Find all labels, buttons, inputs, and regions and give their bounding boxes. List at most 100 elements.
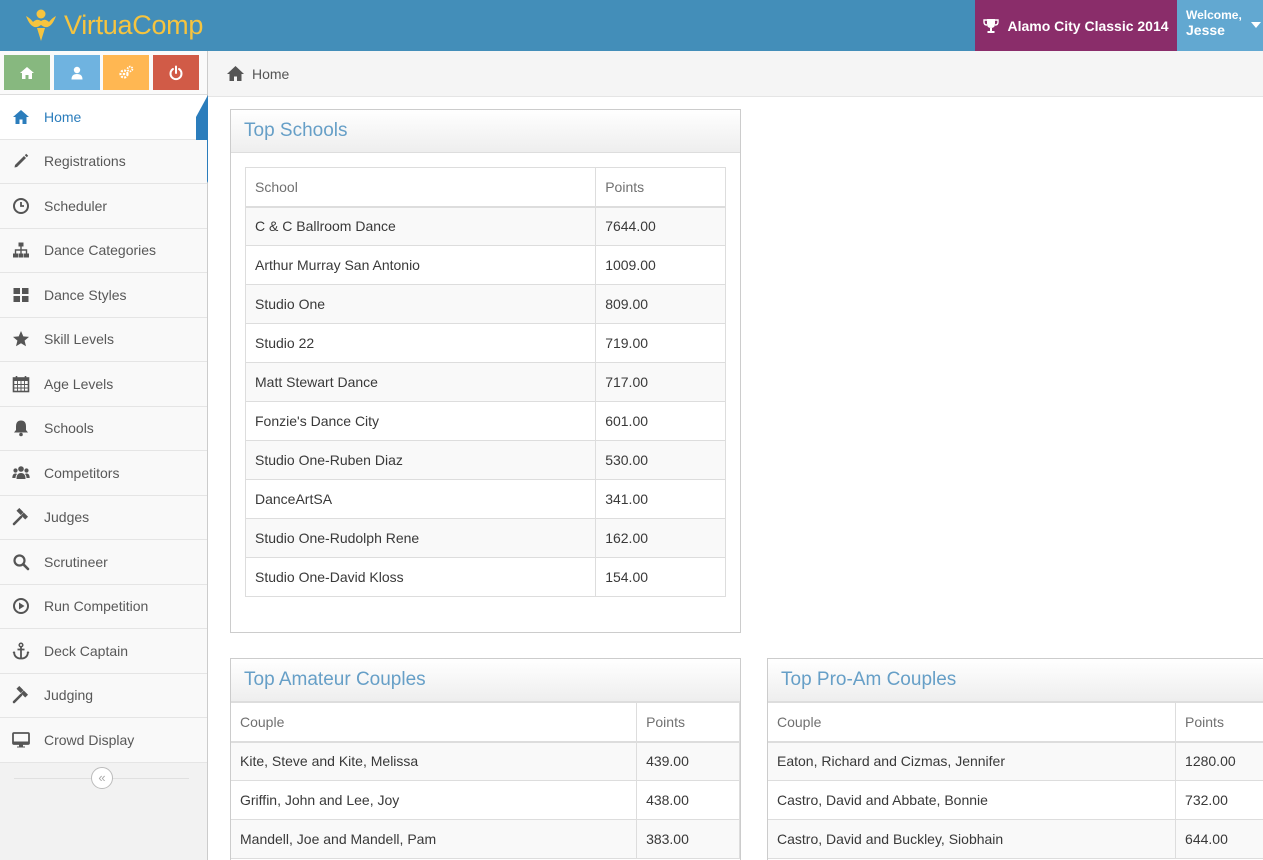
table-header-row: School Points: [244, 167, 726, 208]
school-cell: Matt Stewart Dance: [244, 362, 597, 402]
couple-cell: Mandell, Joe and Mandell, Pam: [231, 819, 638, 859]
collapse-sidebar-button[interactable]: «: [91, 766, 113, 789]
sidebar-collapse: «: [0, 763, 207, 795]
points-cell: 717.00: [595, 362, 726, 402]
sidebar-item-age-levels[interactable]: Age Levels: [0, 362, 207, 407]
table-row: C & C Ballroom Dance 7644.00: [244, 206, 726, 246]
sidebar-item-label: Crowd Display: [44, 731, 135, 748]
breadcrumb-home-link[interactable]: Home: [252, 65, 290, 82]
school-cell: Studio One-Rudolph Rene: [244, 518, 597, 558]
points-cell: 809.00: [595, 284, 726, 324]
sidebar-item-label: Judges: [44, 509, 90, 526]
brand-link[interactable]: VirtuaComp: [22, 8, 203, 42]
table-row: Matt Stewart Dance 717.00: [244, 362, 726, 402]
sidebar-item-label: Competitors: [44, 464, 120, 481]
column-header-school: School: [244, 167, 597, 208]
sidebar-item-dance-categories[interactable]: Dance Categories: [0, 228, 207, 273]
couple-cell: Kite, Steve and Kite, Melissa: [231, 741, 638, 781]
table-row: Studio One 809.00: [244, 284, 726, 324]
sidebar-item-label: Age Levels: [44, 375, 114, 392]
play-circle-icon: [11, 596, 31, 616]
sidebar-item-dance-styles[interactable]: Dance Styles: [0, 273, 207, 318]
table-row: Castro, David and Buckley, Siobhain 644.0…: [768, 819, 1263, 859]
shortcut-user-button[interactable]: [54, 55, 100, 90]
column-header-couple: Couple: [768, 702, 1177, 743]
gavel-icon: [11, 507, 31, 527]
table-row: Mandell, Joe and Mandell, Pam 383.00: [231, 819, 740, 859]
points-cell: 162.00: [595, 518, 726, 558]
shortcut-cogs-button[interactable]: [103, 55, 149, 90]
widget-header: Top Amateur Couples: [231, 659, 740, 702]
column-header-points: Points: [595, 167, 726, 208]
navbar: VirtuaComp Alamo City Classic 2014 Welco…: [0, 0, 1263, 51]
table-row: Griffin, John and Lee, Joy 438.00: [231, 780, 740, 820]
sidebar-item-label: Run Competition: [44, 598, 149, 615]
top-schools-widget: Top Schools School Points C & C Ballroom…: [230, 109, 741, 633]
sidebar-item-label: Judging: [44, 687, 94, 704]
sidebar-item-label: Scheduler: [44, 197, 108, 214]
sitemap-icon: [11, 240, 31, 260]
user-name: Jesse: [1186, 22, 1225, 38]
user-menu[interactable]: Welcome, Jesse: [1177, 0, 1263, 51]
sidebar-item-judges[interactable]: Judges: [0, 495, 207, 540]
sidebar-item-scheduler[interactable]: Scheduler: [0, 184, 207, 229]
points-cell: 719.00: [595, 323, 726, 363]
event-name: Alamo City Classic 2014: [1007, 17, 1169, 34]
table-row: Castro, David and Abbate, Bonnie 732.00: [768, 780, 1263, 820]
anchor-icon: [11, 641, 31, 661]
sidebar-item-label: Deck Captain: [44, 642, 129, 659]
caret-down-icon: [1251, 22, 1261, 28]
points-cell: 644.00: [1175, 819, 1263, 859]
table-row: Studio One-David Kloss 154.00: [244, 557, 726, 597]
sidebar-item-deck-captain[interactable]: Deck Captain: [0, 629, 207, 674]
top-amateur-couples-widget: Top Amateur Couples Couple Points Kite, …: [230, 658, 741, 860]
top-amateur-couples-table: Couple Points Kite, Steve and Kite, Meli…: [231, 702, 740, 859]
top-schools-title: Top Schools: [244, 120, 348, 141]
table-row: Eaton, Richard and Cizmas, Jennifer 1280.…: [768, 741, 1263, 781]
clock-icon: [11, 196, 31, 216]
top-pro-am-couples-title: Top Pro-Am Couples: [781, 669, 957, 690]
couple-cell: Eaton, Richard and Cizmas, Jennifer: [768, 741, 1177, 781]
points-cell: 383.00: [636, 819, 740, 859]
points-cell: 1280.00: [1175, 741, 1263, 781]
points-cell: 732.00: [1175, 780, 1263, 820]
top-pro-am-couples-table: Couple Points Eaton, Richard and Cizmas,…: [768, 702, 1263, 859]
trophy-icon: [983, 18, 1000, 33]
shortcut-home-button[interactable]: [4, 55, 50, 90]
sidebar-item-run-competition[interactable]: Run Competition: [0, 584, 207, 629]
table-row: Studio One-Ruben Diaz 530.00: [244, 440, 726, 480]
welcome-label: Welcome,: [1186, 8, 1242, 22]
sidebar-item-crowd-display[interactable]: Crowd Display: [0, 718, 207, 763]
logo-icon: [26, 9, 56, 41]
column-header-couple: Couple: [231, 702, 638, 743]
sidebar-item-scrutineer[interactable]: Scrutineer: [0, 540, 207, 585]
top-pro-am-couples-widget: Top Pro-Am Couples Couple Points Eaton, …: [767, 658, 1263, 860]
power-icon: [169, 65, 183, 80]
shortcut-power-button[interactable]: [153, 55, 199, 90]
home-icon: [11, 107, 31, 127]
gavel-icon: [11, 685, 31, 705]
table-row: Studio 22 719.00: [244, 323, 726, 363]
home-icon: [20, 66, 34, 79]
user-icon: [71, 66, 83, 79]
points-cell: 601.00: [595, 401, 726, 441]
event-selector[interactable]: Alamo City Classic 2014: [975, 0, 1177, 51]
sidebar-item-schools[interactable]: Schools: [0, 406, 207, 451]
sidebar-item-competitors[interactable]: Competitors: [0, 451, 207, 496]
sidebar-item-label: Scrutineer: [44, 553, 108, 570]
points-cell: 341.00: [595, 479, 726, 519]
widget-header: Top Schools: [231, 110, 740, 153]
school-cell: Fonzie's Dance City: [244, 401, 597, 441]
sidebar-item-registrations[interactable]: Registrations: [0, 139, 207, 184]
school-cell: DanceArtSA: [244, 479, 597, 519]
sidebar-item-judging[interactable]: Judging: [0, 673, 207, 718]
sidebar-item-label: Home: [44, 108, 82, 125]
sidebar-item-label: Schools: [44, 420, 94, 437]
sidebar-item-skill-levels[interactable]: Skill Levels: [0, 317, 207, 362]
sidebar-item-home[interactable]: Home: [0, 95, 208, 183]
points-cell: 7644.00: [595, 206, 726, 246]
points-cell: 530.00: [595, 440, 726, 480]
grid-icon: [11, 285, 31, 305]
table-row: Studio One-Rudolph Rene 162.00: [244, 518, 726, 558]
group-icon: [11, 463, 31, 483]
